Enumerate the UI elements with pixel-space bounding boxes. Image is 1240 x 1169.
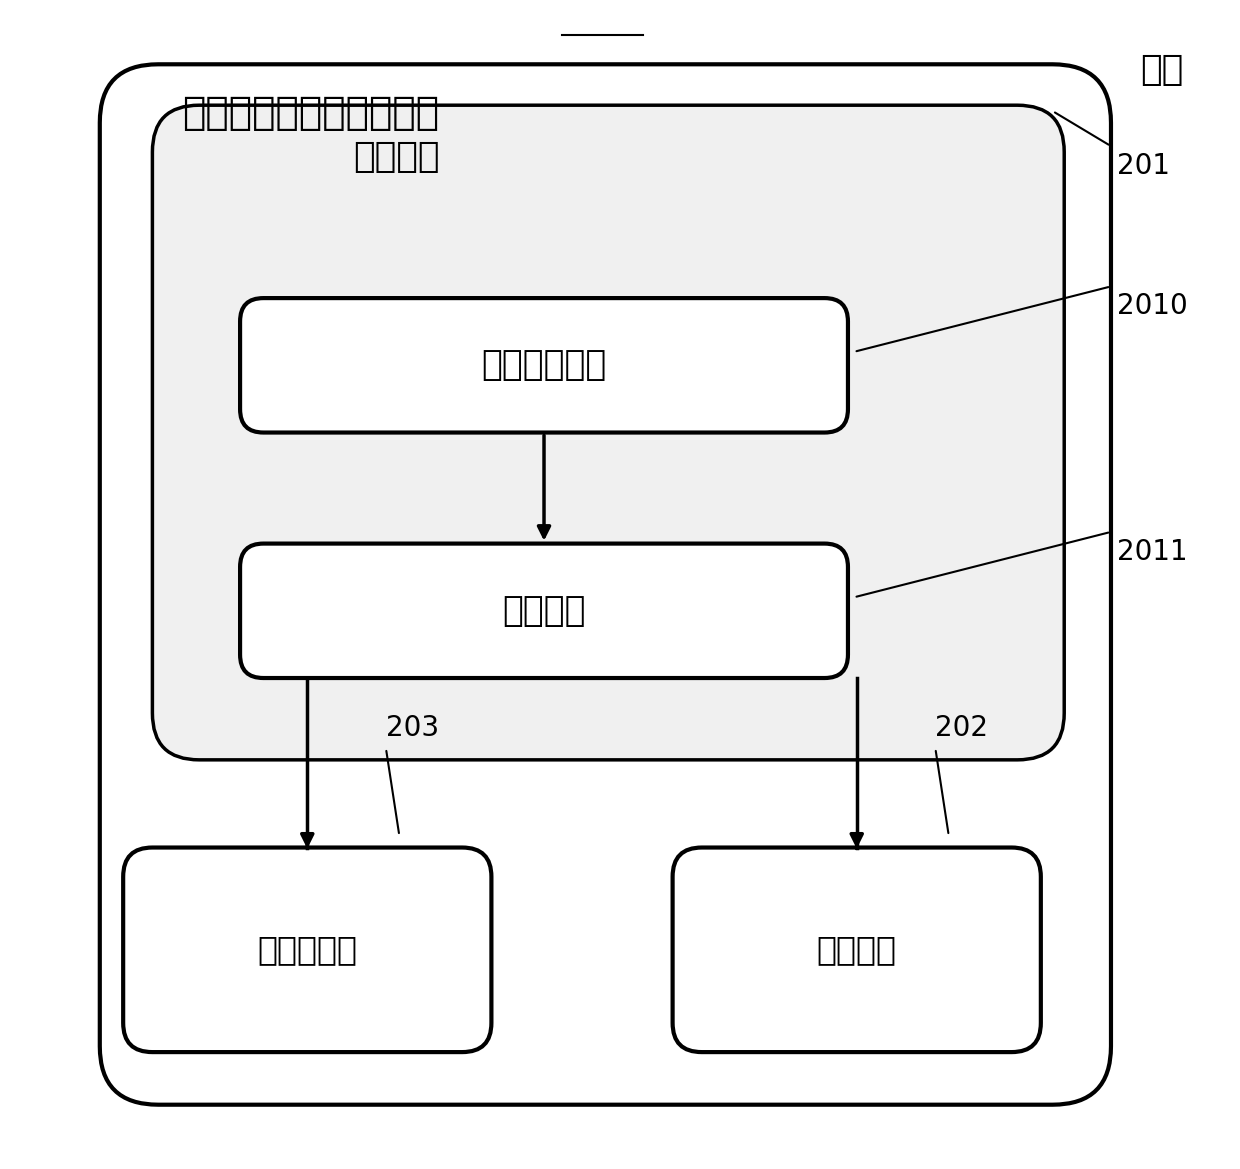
FancyBboxPatch shape [123, 848, 491, 1052]
Text: 2010: 2010 [1117, 292, 1188, 320]
Text: 202: 202 [935, 714, 988, 742]
Text: 剔除单元: 剔除单元 [502, 594, 585, 628]
Text: 获取模块: 获取模块 [353, 140, 439, 174]
Text: ２０: ２０ [1141, 53, 1183, 87]
FancyBboxPatch shape [241, 298, 848, 433]
Text: 203: 203 [386, 714, 439, 742]
Text: 建模分析单元: 建模分析单元 [481, 348, 606, 382]
FancyBboxPatch shape [99, 64, 1111, 1105]
Text: 调节模块: 调节模块 [817, 933, 897, 967]
FancyBboxPatch shape [672, 848, 1040, 1052]
Text: 201: 201 [1117, 152, 1169, 180]
FancyBboxPatch shape [241, 544, 848, 678]
Text: 预处理模块: 预处理模块 [257, 933, 357, 967]
FancyBboxPatch shape [153, 105, 1064, 760]
Text: 退火炉炉内气氛控制系统: 退火炉炉内气氛控制系统 [181, 94, 439, 132]
Text: 2011: 2011 [1117, 538, 1188, 566]
